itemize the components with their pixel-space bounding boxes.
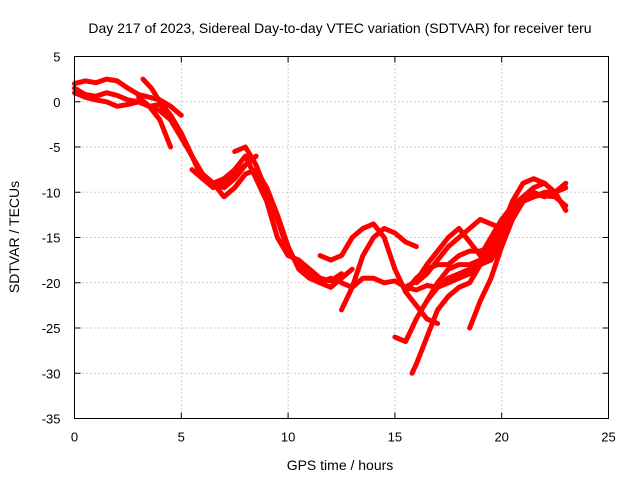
series-line-14 [413, 176, 547, 286]
x-tick-label: 0 [71, 430, 78, 445]
y-tick-label: -25 [42, 321, 61, 336]
series-line-1 [72, 76, 184, 118]
y-tick-label: -10 [42, 185, 61, 200]
y-tick-label: 5 [53, 50, 60, 65]
series-line-17 [467, 189, 537, 331]
y-tick-label: -20 [42, 276, 61, 291]
x-axis-ticks: 0 5 10 15 20 25 [71, 56, 616, 445]
x-tick-label: 15 [388, 430, 402, 445]
y-tick-label: -5 [49, 140, 61, 155]
series-group [72, 76, 569, 376]
x-axis-label: GPS time / hours [287, 457, 394, 473]
series-line-2 [72, 85, 174, 150]
series-line-15 [403, 194, 526, 290]
series-line-9 [339, 225, 419, 313]
y-tick-label: 0 [53, 95, 60, 110]
y-tick-label: -35 [42, 412, 61, 427]
x-tick-label: 5 [178, 430, 185, 445]
y-axis-label: SDTVAR / TECUs [6, 181, 22, 293]
y-axis-ticks: 5 0 -5 -10 -15 -20 -25 -30 -35 [42, 50, 609, 427]
x-tick-label: 10 [281, 430, 295, 445]
series-line-5 [136, 94, 334, 286]
series-line-7 [232, 144, 355, 290]
chart-title: Day 217 of 2023, Sidereal Day-to-day VTE… [88, 20, 591, 36]
y-tick-label: -15 [42, 231, 61, 246]
x-tick-label: 25 [601, 430, 615, 445]
y-tick-label: -30 [42, 366, 61, 381]
series-line-6 [189, 153, 344, 284]
x-tick-label: 20 [494, 430, 508, 445]
